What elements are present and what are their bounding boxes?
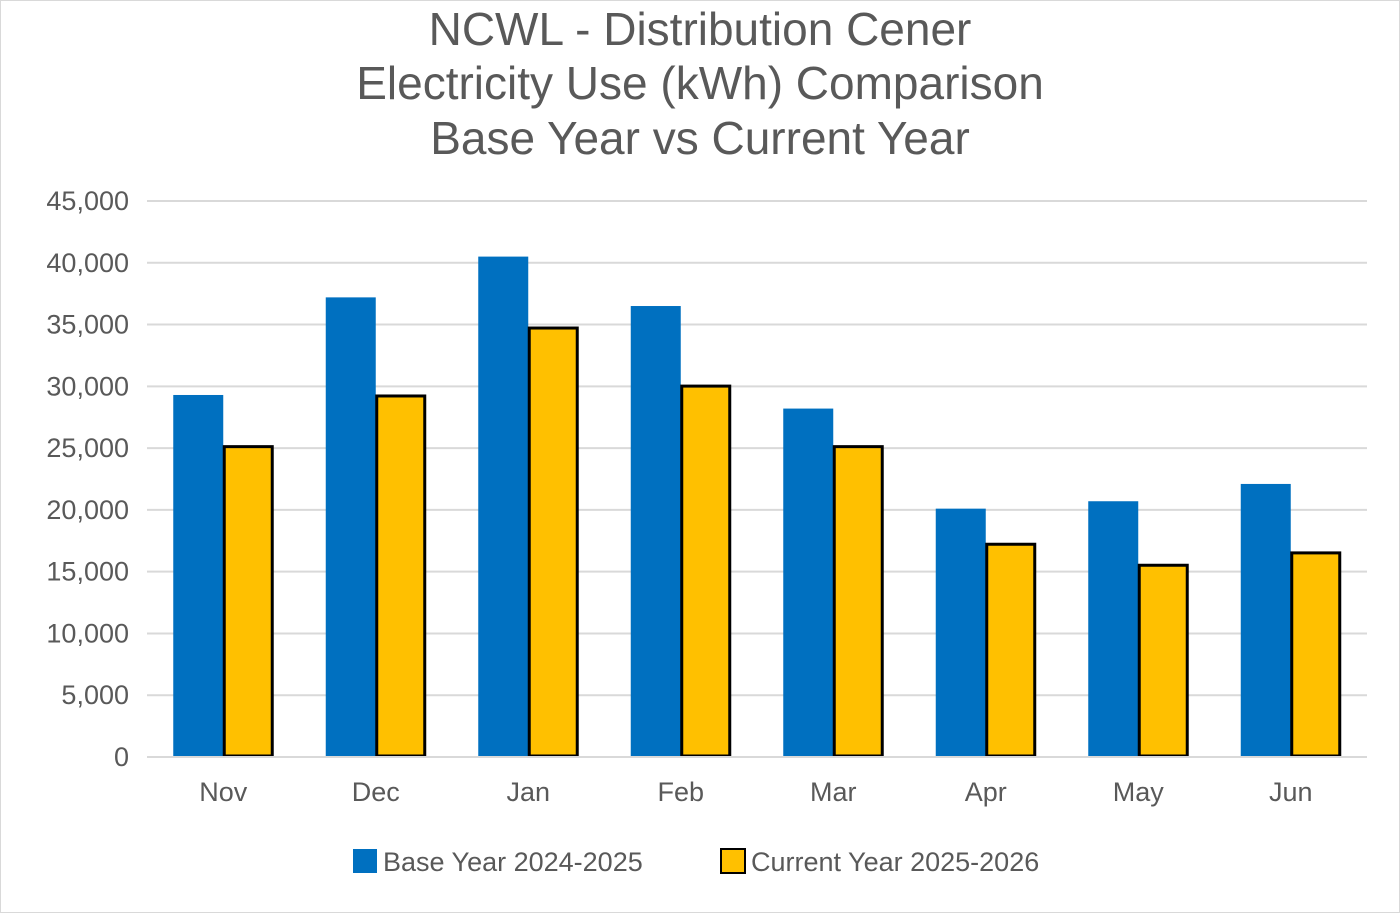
- bar-current-year: [1290, 551, 1342, 758]
- legend-swatch: [720, 848, 746, 874]
- y-tick-label: 0: [114, 742, 129, 772]
- y-tick-label: 35,000: [46, 310, 129, 340]
- x-axis-tick-labels: Nov Dec Jan Feb Mar Apr May Jun: [199, 777, 1312, 807]
- y-tick-label: 40,000: [46, 248, 129, 278]
- y-axis-tick-labels: 0 5,000 10,000 15,000 20,000 25,000 30,000 35,0…: [46, 186, 129, 772]
- x-tick-label: Mar: [810, 777, 857, 807]
- x-tick-label: Apr: [965, 777, 1007, 807]
- y-tick-label: 20,000: [46, 495, 129, 525]
- bar-current-year: [222, 445, 274, 758]
- legend-swatch: [353, 849, 377, 873]
- bar-current-year: [985, 542, 1037, 758]
- chart-title-line-2: Electricity Use (kWh) Comparison: [356, 57, 1044, 109]
- x-tick-label: Dec: [352, 777, 400, 807]
- y-tick-label: 45,000: [46, 186, 129, 216]
- legend: Base Year 2024-2025 Current Year 2025-202…: [353, 847, 1039, 877]
- bar-base-year: [1088, 501, 1139, 757]
- y-tick-label: 5,000: [61, 680, 129, 710]
- y-tick-label: 15,000: [46, 557, 129, 587]
- x-tick-label: Feb: [657, 777, 704, 807]
- x-tick-label: Nov: [199, 777, 248, 807]
- bar-series: [173, 256, 1342, 758]
- bar-current-year: [1137, 563, 1189, 758]
- x-tick-label: Jun: [1269, 777, 1313, 807]
- bar-current-year: [832, 445, 884, 758]
- legend-label: Current Year 2025-2026: [751, 847, 1039, 877]
- chart-title: NCWL - Distribution Cener Electricity Us…: [356, 3, 1044, 164]
- bar-base-year: [783, 408, 834, 757]
- bar-base-year: [630, 306, 681, 757]
- legend-label: Base Year 2024-2025: [383, 847, 643, 877]
- bar-current-year: [680, 384, 732, 758]
- bar-base-year: [935, 508, 986, 757]
- chart-title-line-1: NCWL - Distribution Cener: [429, 3, 972, 55]
- legend-item-current-year: Current Year 2025-2026: [720, 847, 1039, 877]
- legend-item-base-year: Base Year 2024-2025: [353, 847, 643, 877]
- x-tick-label: Jan: [506, 777, 550, 807]
- chart-title-line-3: Base Year vs Current Year: [430, 112, 970, 164]
- bar-base-year: [325, 297, 376, 757]
- bar-current-year: [375, 394, 427, 758]
- x-tick-label: May: [1113, 777, 1165, 807]
- bar-base-year: [478, 256, 529, 757]
- bar-base-year: [1240, 483, 1291, 757]
- y-tick-label: 30,000: [46, 371, 129, 401]
- bar-current-year: [527, 326, 579, 758]
- y-tick-label: 10,000: [46, 618, 129, 648]
- y-tick-label: 25,000: [46, 433, 129, 463]
- bar-base-year: [173, 394, 224, 757]
